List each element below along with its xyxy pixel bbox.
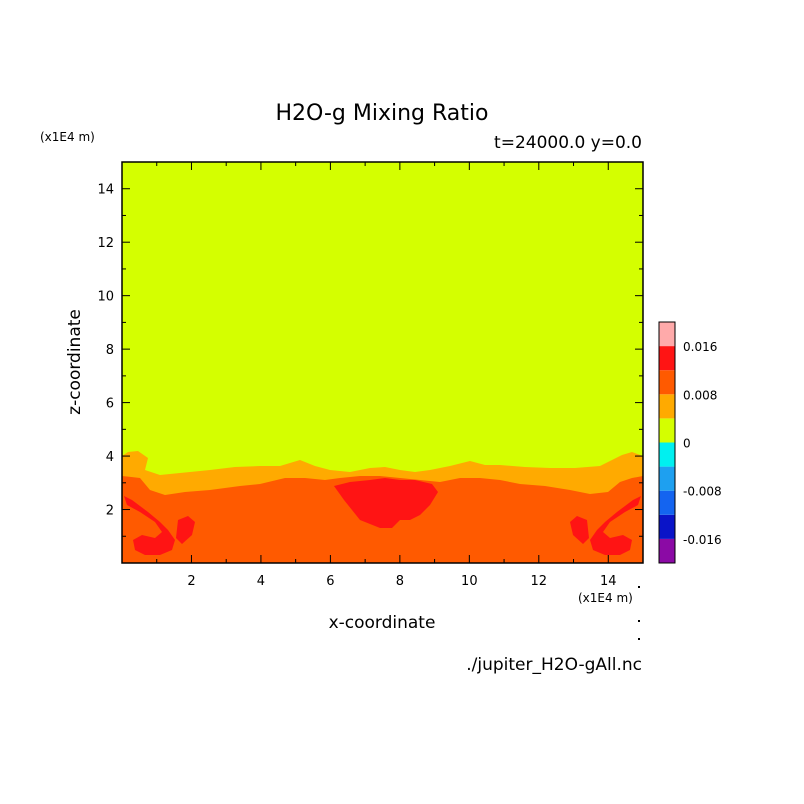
chart-subtitle: t=24000.0 y=0.0 <box>494 133 642 153</box>
colorbar-segment <box>659 538 675 563</box>
x-axis-label: x-coordinate <box>329 613 436 633</box>
y-tick-label: 12 <box>97 236 114 251</box>
colorbar: 0.016 0.008 0 -0.008 -0.016 <box>658 321 722 564</box>
colorbar-segment <box>659 322 675 347</box>
x-tick-label: 14 <box>600 574 617 589</box>
colorbar-label: 0 <box>683 437 691 451</box>
chart-title: H2O-g Mixing Ratio <box>276 101 489 126</box>
decorative-dots <box>638 586 640 640</box>
y-tick-label: 4 <box>106 450 114 465</box>
field-core-left <box>124 496 195 555</box>
x-tick-label: 8 <box>396 574 404 589</box>
x-unit-label: (x1E4 m) <box>578 591 633 605</box>
plot-frame <box>121 161 644 564</box>
colorbar-segment <box>659 418 675 443</box>
x-axis-ticks: 2 4 6 8 10 12 14 <box>156 162 617 589</box>
source-file-label: ./jupiter_H2O-gAll.nc <box>466 655 642 675</box>
colorbar-label: -0.016 <box>683 533 722 547</box>
y-tick-label: 8 <box>106 343 114 358</box>
field-core-right <box>570 496 641 555</box>
plot-area <box>122 162 643 563</box>
y-tick-label: 14 <box>97 183 114 198</box>
field-core-center <box>334 478 438 528</box>
colorbar-segment <box>659 490 675 515</box>
colorbar-label: 0.008 <box>683 388 717 402</box>
colorbar-label: 0.016 <box>683 340 717 354</box>
y-tick-label: 6 <box>106 397 114 412</box>
colorbar-segment <box>659 394 675 419</box>
colorbar-segment <box>659 370 675 395</box>
colorbar-label: -0.008 <box>683 485 722 499</box>
y-tick-label: 2 <box>106 504 114 519</box>
x-tick-label: 4 <box>257 574 265 589</box>
colorbar-segment <box>659 514 675 539</box>
colorbar-segment <box>659 346 675 371</box>
y-axis-label: z-coordinate <box>65 309 85 415</box>
x-tick-label: 2 <box>187 574 195 589</box>
colorbar-segment <box>659 466 675 491</box>
x-tick-label: 10 <box>461 574 478 589</box>
colorbar-frame <box>658 321 676 564</box>
x-tick-label: 12 <box>531 574 548 589</box>
y-tick-label: 10 <box>97 290 114 305</box>
colorbar-segment <box>659 442 675 467</box>
y-unit-label: (x1E4 m) <box>40 130 95 144</box>
x-tick-label: 6 <box>326 574 334 589</box>
y-axis-ticks: 2 4 6 8 10 12 14 <box>97 183 643 537</box>
